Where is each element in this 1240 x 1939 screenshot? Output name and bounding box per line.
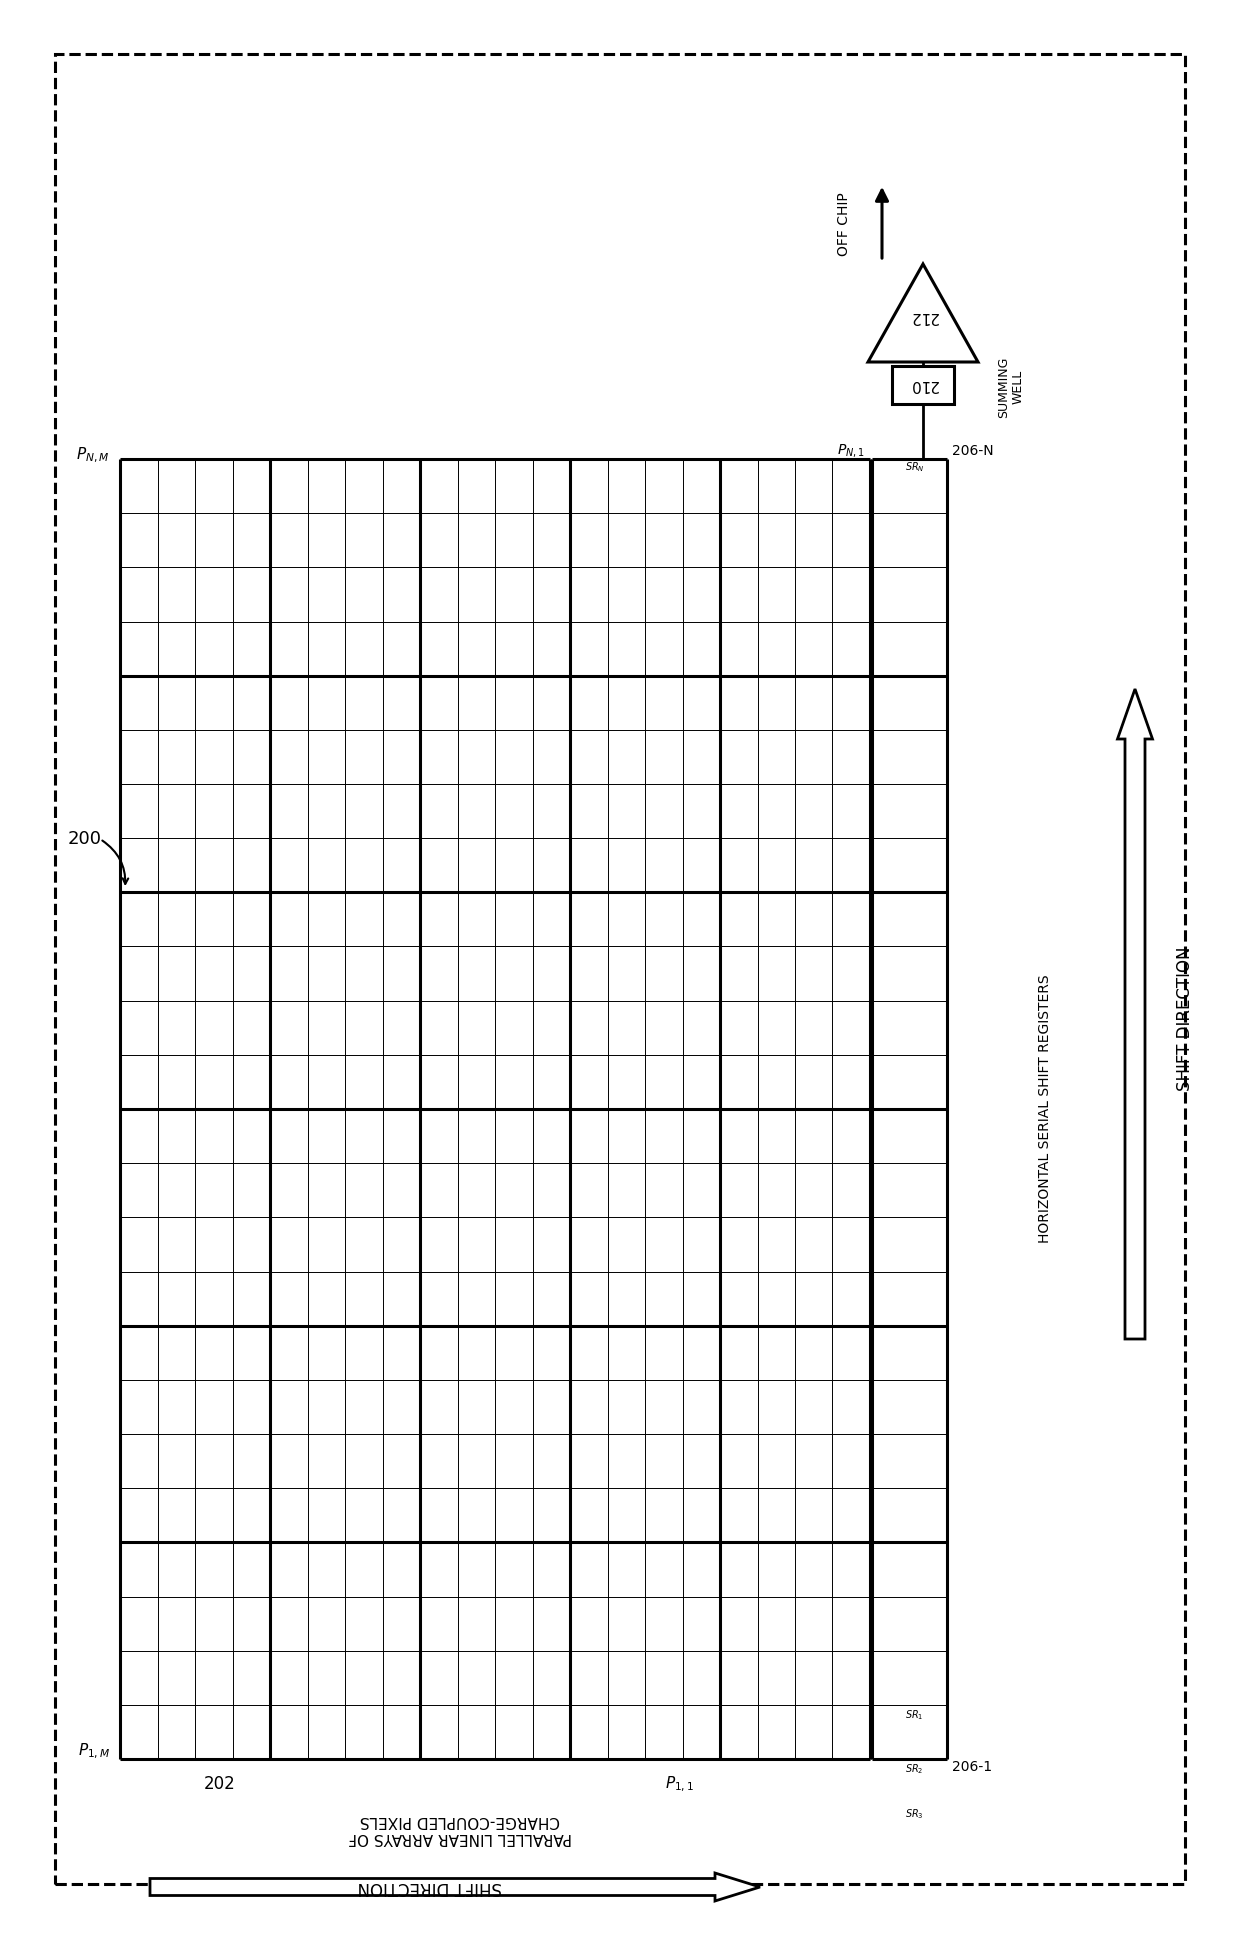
Text: SHIFT DIRECTION: SHIFT DIRECTION xyxy=(1176,946,1194,1092)
Polygon shape xyxy=(1117,688,1152,1340)
Text: 210: 210 xyxy=(909,378,937,392)
Text: $SR_1$: $SR_1$ xyxy=(905,1708,924,1722)
Polygon shape xyxy=(868,264,978,363)
Text: 202: 202 xyxy=(205,1774,236,1794)
Text: $SR_2$: $SR_2$ xyxy=(905,1763,924,1776)
Bar xyxy=(892,366,954,403)
Text: 200: 200 xyxy=(68,830,102,847)
Text: OFF CHIP: OFF CHIP xyxy=(837,192,851,256)
Text: $P_{N,M}$: $P_{N,M}$ xyxy=(77,446,110,465)
Text: 206-N: 206-N xyxy=(952,444,993,458)
Polygon shape xyxy=(150,1873,760,1900)
Text: SUMMING
WELL: SUMMING WELL xyxy=(997,357,1025,417)
Text: HORIZONTAL SERIAL SHIFT REGISTERS: HORIZONTAL SERIAL SHIFT REGISTERS xyxy=(1038,975,1052,1243)
Text: $P_{1,M}$: $P_{1,M}$ xyxy=(78,1741,110,1761)
Text: $SR_N$: $SR_N$ xyxy=(905,460,924,473)
Text: 206-1: 206-1 xyxy=(952,1761,992,1774)
Text: PARALLEL LINEAR ARRAYS OF
CHARGE-COUPLED PIXELS: PARALLEL LINEAR ARRAYS OF CHARGE-COUPLED… xyxy=(348,1813,572,1846)
Text: SHIFT DIRECTION: SHIFT DIRECTION xyxy=(358,1879,502,1896)
Text: 212: 212 xyxy=(909,310,937,324)
Text: $P_{N,1}$: $P_{N,1}$ xyxy=(837,442,866,460)
Text: $P_{1,1}$: $P_{1,1}$ xyxy=(666,1774,694,1794)
Text: $SR_3$: $SR_3$ xyxy=(905,1807,924,1821)
